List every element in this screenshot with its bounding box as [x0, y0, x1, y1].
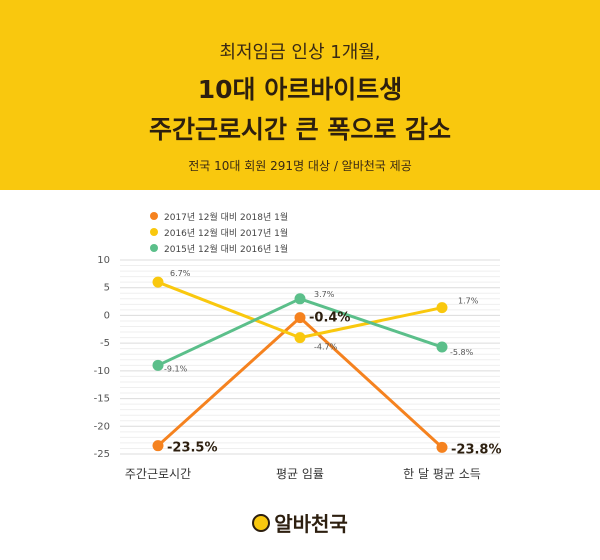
legend-label: 2017년 12월 대비 2018년 1월 — [164, 212, 289, 223]
title-line-1: 10대 아르바이트생 — [197, 75, 403, 104]
data-point — [152, 276, 164, 288]
x-category-label: 한 달 평균 소득 — [403, 467, 481, 481]
pre-title: 최저임금 인상 1개월, — [219, 42, 381, 63]
data-label: -9.1% — [164, 364, 188, 373]
data-label: 6.7% — [170, 269, 191, 278]
y-tick-label: -25 — [94, 449, 110, 460]
legend-label: 2016년 12월 대비 2017년 1월 — [164, 228, 289, 239]
legend-item: 2017년 12월 대비 2018년 1월 — [150, 208, 288, 224]
data-point — [436, 341, 448, 353]
legend-dot — [150, 212, 158, 220]
bee-logo-icon — [252, 513, 271, 532]
chart-legend: 2017년 12월 대비 2018년 1월 2016년 12월 대비 2017년… — [150, 208, 288, 256]
x-category-label: 주간근로시간 — [125, 467, 191, 481]
y-tick-label: 5 — [104, 283, 110, 294]
footer-logo: 알바천국 — [0, 508, 600, 537]
y-tick-label: -20 — [94, 421, 110, 432]
y-tick-label: 10 — [97, 255, 110, 266]
data-point — [436, 441, 448, 453]
data-point — [294, 312, 306, 324]
data-label: -0.4% — [309, 311, 350, 326]
data-point — [436, 302, 448, 314]
data-label: -23.8% — [451, 442, 502, 457]
legend-item: 2015년 12월 대비 2016년 1월 — [150, 240, 288, 256]
data-label: -4.7% — [314, 343, 338, 352]
legend-label: 2015년 12월 대비 2016년 1월 — [164, 244, 289, 255]
title-line-2: 주간근로시간 큰 폭으로 감소 — [148, 115, 452, 144]
y-tick-label: -10 — [94, 366, 110, 377]
legend-dot — [150, 244, 158, 252]
subtitle: 전국 10대 회원 291명 대상 / 알바천국 제공 — [188, 159, 412, 173]
data-point — [152, 440, 164, 452]
data-label: 3.7% — [314, 290, 335, 299]
header-banner: 최저임금 인상 1개월, 10대 아르바이트생 주간근로시간 큰 폭으로 감소 … — [0, 0, 600, 190]
legend-item: 2016년 12월 대비 2017년 1월 — [150, 224, 288, 240]
data-point — [152, 359, 164, 371]
legend-dot — [150, 228, 158, 236]
data-label: 1.7% — [458, 297, 479, 306]
x-category-label: 평균 임률 — [276, 467, 324, 481]
data-label: -5.8% — [450, 348, 474, 357]
logo-text: 알바천국 — [274, 512, 348, 536]
data-point — [294, 293, 306, 305]
y-tick-label: -15 — [94, 394, 110, 405]
data-label: -23.5% — [167, 441, 218, 456]
y-tick-label: 0 — [104, 310, 110, 321]
y-tick-label: -5 — [100, 338, 110, 349]
data-point — [294, 332, 306, 344]
